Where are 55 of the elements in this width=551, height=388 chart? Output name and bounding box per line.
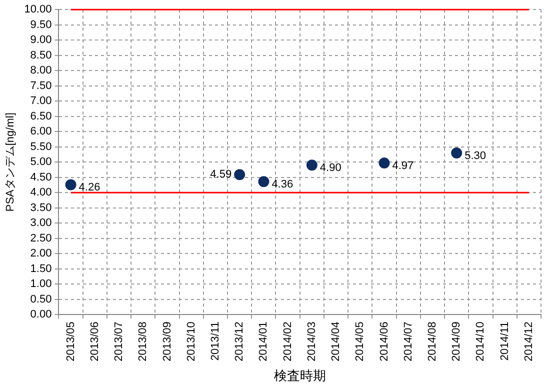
y-tick-label: 8.50: [30, 49, 52, 62]
y-tick-label: 8.00: [30, 64, 52, 77]
data-label: 4.97: [392, 160, 414, 172]
x-axis-title: 検査時期: [274, 368, 326, 383]
y-tick-label: 4.00: [30, 186, 52, 199]
y-tick-label: 0.00: [30, 308, 52, 321]
x-tick-label: 2014/06: [378, 322, 390, 362]
x-tick-label: 2014/07: [402, 322, 414, 362]
x-tick-label: 2013/06: [88, 322, 101, 362]
y-tick-label: 2.00: [30, 248, 52, 260]
x-tick-label: 2013/10: [185, 322, 198, 362]
y-tick-label: 4.50: [30, 171, 52, 184]
y-tick-label: 1.50: [30, 262, 52, 275]
point: [451, 147, 462, 158]
data-label: 4.59: [210, 168, 232, 181]
y-tick-label: 2.50: [30, 232, 52, 244]
y-tick-label: 10.00: [24, 4, 52, 16]
data-label: 4.26: [78, 182, 100, 194]
y-tick-label: 9.50: [30, 18, 52, 31]
y-axis-title: PSAタンデム[ng/ml]: [4, 112, 17, 212]
x-tick-label: 2014/11: [498, 322, 511, 361]
x-tick-label: 2014/12: [522, 322, 535, 362]
data-label: 4.36: [272, 178, 294, 191]
point: [234, 169, 246, 180]
y-tick-label: 0.50: [30, 293, 52, 306]
x-tick-label: 2013/09: [161, 322, 174, 362]
point: [258, 176, 270, 188]
x-tick-label: 2014/03: [306, 322, 318, 362]
x-tick-label: 2014/10: [474, 322, 487, 362]
x-tick-label: 2014/04: [330, 322, 342, 362]
x-tick-label: 2013/11: [209, 322, 222, 361]
point: [306, 160, 318, 171]
y-tick-label: 3.00: [30, 217, 52, 230]
y-tick-label: 5.00: [30, 156, 52, 168]
y-tick-label: 7.50: [30, 80, 52, 92]
data-label: 4.90: [320, 162, 342, 174]
x-tick-label: 2013/08: [137, 322, 150, 362]
y-tick-label: 5.50: [30, 140, 52, 153]
data-label: 5.30: [464, 150, 486, 162]
y-tick-label: 3.50: [30, 202, 52, 214]
y-tick-label: 6.00: [30, 126, 52, 138]
x-tick-label: 2013/07: [113, 322, 126, 362]
point: [65, 179, 76, 190]
point: [378, 158, 390, 169]
y-tick-label: 7.00: [30, 95, 52, 108]
x-tick-label: 2014/05: [354, 322, 366, 362]
x-tick-label: 2014/09: [450, 322, 463, 362]
y-tick-label: 6.50: [30, 110, 52, 122]
x-tick-label: 2014/02: [282, 322, 294, 362]
x-tick-label: 2013/12: [234, 322, 246, 362]
y-tick-label: 9.00: [30, 34, 52, 46]
x-tick-label: 2013/05: [64, 322, 77, 362]
y-tick-label: 1.00: [30, 278, 52, 290]
x-tick-label: 2014/08: [426, 322, 439, 362]
x-tick-label: 2014/01: [258, 322, 270, 362]
